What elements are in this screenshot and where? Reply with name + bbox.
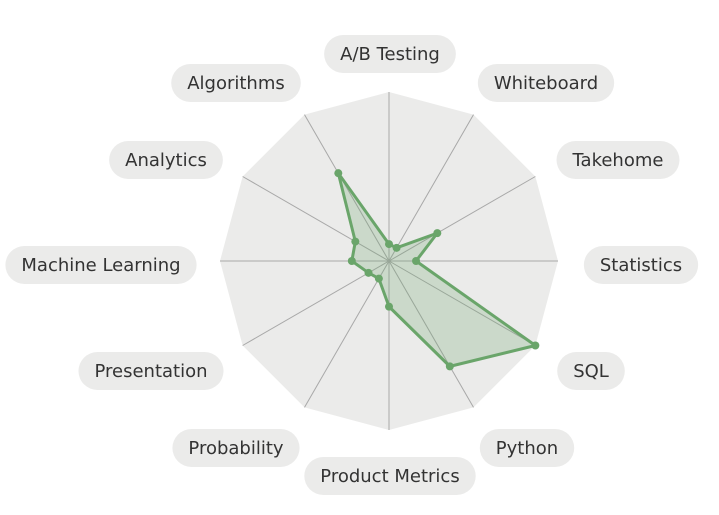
axis-label-text: Python xyxy=(496,438,558,459)
radar-point xyxy=(433,229,442,238)
axis-label: Takehome xyxy=(556,141,680,179)
radar-point xyxy=(374,274,383,283)
spoke xyxy=(242,260,390,346)
axis-label-text: Whiteboard xyxy=(494,73,598,94)
radar-point xyxy=(412,257,421,265)
label-pill xyxy=(109,141,223,179)
spoke xyxy=(388,114,474,262)
label-pill xyxy=(304,457,476,495)
axis-label-text: Analytics xyxy=(125,150,207,171)
axis-label: SQL xyxy=(557,352,625,390)
radar-point xyxy=(385,240,393,249)
label-pill xyxy=(172,429,300,467)
axis-label: Machine Learning xyxy=(5,246,197,284)
axis-label: Product Metrics xyxy=(304,457,476,495)
radar-point xyxy=(392,243,401,252)
spoke xyxy=(304,114,390,262)
axis-label-text: Statistics xyxy=(600,255,682,276)
label-pill xyxy=(171,64,301,102)
label-pill xyxy=(5,246,197,284)
radar-point xyxy=(445,362,454,371)
spoke xyxy=(242,176,390,262)
label-pill xyxy=(477,64,615,102)
label-pill xyxy=(583,246,699,284)
axis-label-text: Machine Learning xyxy=(21,255,180,276)
axis-label: Presentation xyxy=(78,352,224,390)
spoke xyxy=(388,260,474,408)
label-pill xyxy=(324,35,456,73)
radar-point xyxy=(385,302,393,311)
spoke xyxy=(304,260,390,408)
axis-label: Probability xyxy=(172,429,300,467)
axis-label: A/B Testing xyxy=(324,35,456,73)
radar-point xyxy=(351,237,360,246)
axis-label: Analytics xyxy=(109,141,223,179)
label-pill xyxy=(479,429,575,467)
axis-label-text: Presentation xyxy=(94,361,207,382)
axis-label-text: SQL xyxy=(573,361,609,382)
label-pill xyxy=(78,352,224,390)
axis-label-text: Product Metrics xyxy=(320,466,459,487)
axis-label-text: Algorithms xyxy=(187,73,285,94)
axis-label-text: Takehome xyxy=(572,150,664,171)
label-pill xyxy=(557,352,625,390)
radar-point xyxy=(347,257,356,265)
radar-point xyxy=(364,268,373,277)
axis-label: Statistics xyxy=(583,246,699,284)
axis-label-text: Probability xyxy=(188,438,283,459)
label-pill xyxy=(556,141,680,179)
spoke xyxy=(388,260,536,346)
axis-label-text: A/B Testing xyxy=(340,44,440,65)
axis-label: Whiteboard xyxy=(477,64,615,102)
spoke xyxy=(388,176,536,262)
axis-label: Python xyxy=(479,429,575,467)
axis-label: Algorithms xyxy=(171,64,301,102)
radar-point xyxy=(531,341,540,350)
radar-point xyxy=(334,169,343,178)
